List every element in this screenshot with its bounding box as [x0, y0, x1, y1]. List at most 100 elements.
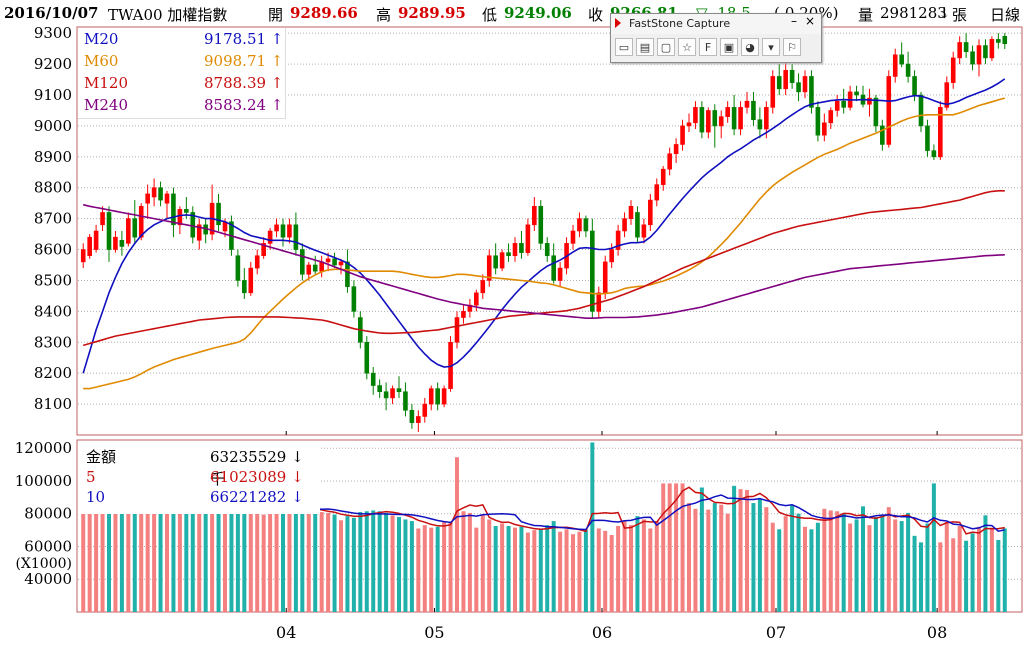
volume-bar: [925, 523, 930, 612]
faststone-tool-button[interactable]: ▾: [762, 38, 780, 56]
volume-bar: [951, 538, 956, 612]
candle-body: [409, 409, 415, 423]
faststone-tool-button[interactable]: F: [699, 38, 717, 56]
faststone-tool-button[interactable]: ▭: [615, 38, 633, 56]
volume-bar: [719, 504, 724, 612]
candle-body: [383, 391, 389, 399]
candle-body: [938, 107, 943, 158]
volume-bar: [854, 519, 859, 612]
candle-body: [731, 107, 737, 130]
volume-bar: [171, 506, 176, 612]
candle-body: [274, 224, 279, 232]
volume-legend-label: 5: [86, 468, 96, 486]
volume-legend-label: 10: [86, 488, 106, 506]
faststone-tool-button[interactable]: ☆: [678, 38, 696, 56]
faststone-titlebar[interactable]: FastStone Capture – ×: [611, 14, 821, 34]
candle-body: [802, 76, 808, 93]
faststone-tool-button[interactable]: ▣: [720, 38, 738, 56]
candle-body: [660, 168, 666, 185]
candle-body: [667, 153, 672, 170]
volume-unit: 張: [952, 6, 968, 24]
candle-body: [983, 45, 988, 59]
volume-bar: [139, 506, 144, 612]
volume-tick-label: 120000: [15, 439, 72, 457]
volume-value: 2981283: [880, 4, 947, 22]
volume-bar: [558, 531, 563, 612]
faststone-tool-button[interactable]: ▤: [636, 38, 654, 56]
volume-bar: [313, 511, 318, 612]
candle-body: [622, 218, 627, 232]
volume-bar: [94, 506, 99, 612]
close-button[interactable]: ×: [804, 14, 816, 28]
open-value: 9289.66: [290, 4, 358, 22]
faststone-tool-button[interactable]: ⚐: [783, 38, 801, 56]
volume-bar: [384, 512, 389, 612]
volume-bar: [751, 503, 756, 612]
volume-bar: [513, 527, 517, 612]
candle-body: [319, 261, 324, 272]
volume-bar: [944, 521, 949, 612]
price-tick-label: 8700: [34, 210, 72, 228]
volume-bar: [235, 509, 240, 612]
volume-bar: [815, 522, 820, 612]
volume-legend-value: 61023089 ↓: [210, 468, 304, 486]
candle-body: [370, 372, 376, 386]
candle-body: [828, 110, 834, 124]
candle-body: [242, 280, 247, 294]
faststone-tool-button[interactable]: ▢: [657, 38, 675, 56]
candle-body: [325, 258, 331, 263]
candle-body: [435, 388, 440, 405]
volume-bar: [674, 483, 679, 612]
candle-body: [770, 76, 776, 108]
legend-label-m60: M60: [84, 52, 119, 70]
legend-label-m20: M20: [84, 30, 119, 48]
volume-bar: [835, 511, 840, 612]
candle-body: [880, 125, 885, 145]
volume-bar: [551, 521, 556, 612]
volume-bar: [184, 506, 189, 612]
candle-body: [783, 69, 788, 90]
candle-body: [403, 391, 408, 411]
volume-bar: [796, 513, 801, 612]
candle-body: [744, 100, 750, 108]
period-label: 日線: [990, 6, 1021, 24]
candle-body: [132, 218, 138, 238]
volume-bar: [783, 516, 788, 612]
price-tick-label: 9300: [34, 24, 72, 42]
candle-body: [641, 224, 647, 238]
faststone-capture-window[interactable]: FastStone Capture – × ▭ ▤ ▢ ☆ F ▣ ◕ ▾ ⚐: [610, 13, 822, 63]
volume-bar: [377, 511, 382, 612]
candle-body: [570, 230, 576, 244]
ma-line-m60: [83, 97, 1006, 390]
price-tick-label: 8500: [34, 271, 72, 289]
volume-bar: [480, 515, 485, 612]
faststone-tool-button[interactable]: ◕: [741, 38, 759, 56]
candle-body: [989, 39, 995, 59]
volume-bar: [803, 526, 807, 612]
candle-body: [699, 107, 705, 133]
volume-bar: [345, 516, 350, 612]
volume-bar: [609, 535, 614, 612]
candle-body: [609, 249, 614, 263]
volume-bar: [500, 523, 505, 612]
minimize-button[interactable]: –: [791, 14, 797, 28]
volume-bar: [119, 506, 124, 612]
ma-line-m20: [82, 78, 1006, 374]
candle-body: [216, 202, 221, 226]
volume-bar: [919, 542, 923, 612]
date-x-axis: 04050607080910: [276, 431, 947, 642]
volume-bar: [326, 512, 331, 612]
candle-body: [519, 243, 524, 253]
candle-body: [138, 205, 144, 238]
volume-bar: [358, 512, 363, 612]
candle-body: [364, 341, 370, 374]
volume-bar: [603, 530, 608, 612]
candle-body: [544, 243, 550, 257]
candle-body: [254, 255, 260, 269]
candle-body: [300, 249, 305, 275]
x-tick-label: 07: [766, 623, 786, 642]
volume-bar: [841, 513, 846, 612]
volume-bar: [790, 505, 795, 612]
legend-label-m120: M120: [84, 74, 128, 92]
price-tick-label: 9100: [34, 86, 72, 104]
